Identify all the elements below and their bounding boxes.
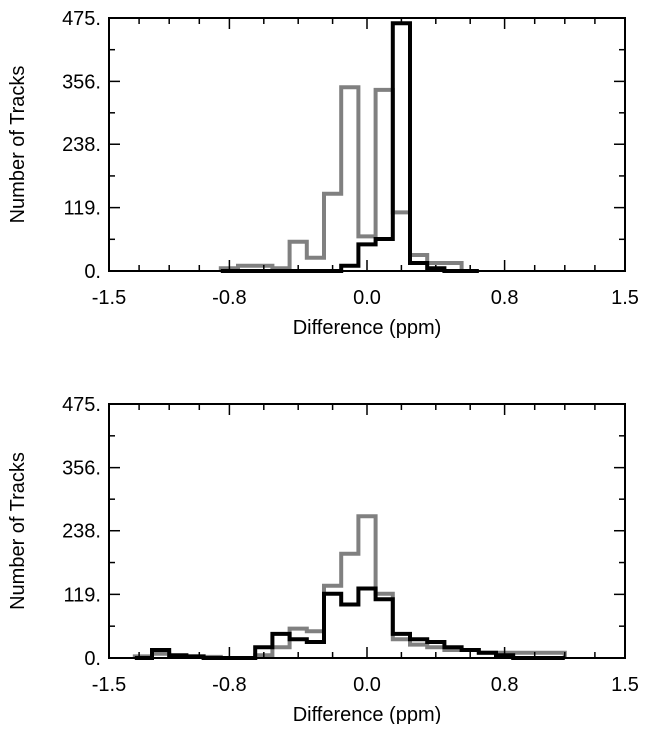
x-tick-label: -0.8 [212, 287, 246, 309]
x-axis-label: Difference (ppm) [293, 317, 442, 339]
x-tick-label: -1.5 [92, 287, 126, 309]
histogram-series-gray [132, 514, 567, 660]
y-tick-label: 119. [64, 584, 101, 606]
histogram-series-black [220, 21, 479, 273]
plot-frame [108, 17, 626, 272]
y-tick-label: 0. [84, 261, 101, 283]
y-tick-label: 119. [64, 198, 101, 220]
x-tick-label: 1.5 [611, 287, 639, 309]
x-tick-label: 0.8 [491, 674, 519, 696]
y-tick-label: 238. [62, 521, 101, 543]
y-tick-label: 475. [62, 394, 101, 416]
y-tick-label: 356. [62, 71, 101, 93]
y-tick-label: 356. [62, 458, 101, 480]
plot-frame [108, 403, 626, 659]
y-tick-label: 475. [62, 8, 101, 30]
x-axis-label: Difference (ppm) [293, 704, 442, 724]
x-tick-label: 1.5 [611, 674, 639, 696]
y-tick-label: 238. [62, 134, 101, 156]
x-tick-label: -0.8 [212, 674, 246, 696]
histogram-series-black [134, 586, 565, 660]
y-axis-label: Number of Tracks [7, 452, 29, 610]
x-tick-label: 0.0 [353, 287, 381, 309]
top-histogram-panel: -1.5 -0.8 0.0 0.8 1.5 0. 119. 238. 356. 475. Diffe… [7, 8, 639, 339]
bottom-histogram-panel: -1.5 -0.8 0.0 0.8 1.5 0. 119. 238. 356. 475. Diffe… [7, 394, 639, 726]
y-axis-label: Number of Tracks [7, 66, 29, 224]
histogram-series-gray [218, 85, 479, 273]
y-tick-label: 0. [84, 648, 101, 670]
x-tick-label: -1.5 [92, 674, 126, 696]
x-tick-label: 0.0 [353, 674, 381, 696]
x-tick-label: 0.8 [491, 287, 519, 309]
